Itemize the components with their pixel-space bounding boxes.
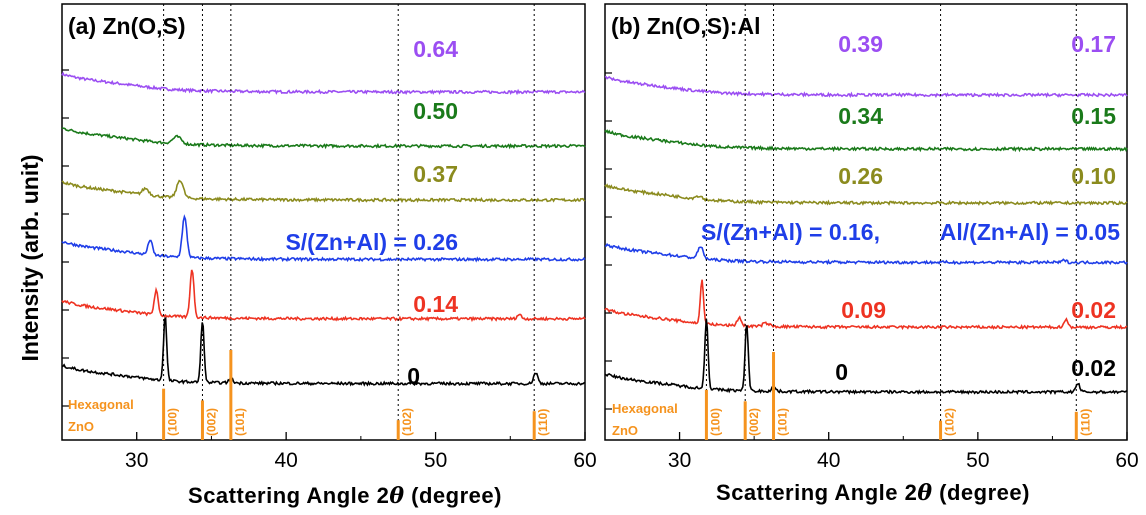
- panel-a-series-label-0.14: 0.14: [413, 291, 458, 317]
- xrd-trace-0.09: [604, 279, 1128, 331]
- panel-b-s-label-0.26: 0.26: [838, 163, 883, 189]
- panel-b-s-label-0.09: 0.09: [841, 297, 886, 323]
- panel-b-al-label-0.05: Al/(Zn+Al) = 0.05: [940, 219, 1120, 245]
- x-tick-label: 50: [424, 449, 447, 472]
- panel-a-traces: [61, 71, 586, 387]
- reference-peak-label: (101): [233, 408, 247, 436]
- x-tick-label: 60: [573, 449, 596, 472]
- panel-b-frame: [604, 3, 1128, 441]
- xrd-trace-0.64: [61, 71, 586, 96]
- reference-peak-label: (101): [776, 408, 790, 436]
- x-tick-label: 40: [274, 449, 297, 472]
- xrd-trace-0.14: [61, 269, 586, 323]
- panel-b-s-label-0: 0: [835, 359, 848, 385]
- reference-peak-label: (002): [747, 408, 761, 436]
- reference-peak-label: (110): [536, 409, 550, 436]
- panel-a-series-label-0: 0: [407, 363, 420, 389]
- xrd-trace-0: [604, 318, 1128, 395]
- panel-b-x-axis-label: Scattering Angle 2θ (degree): [716, 480, 1030, 506]
- panel-b-title: (b) Zn(O,S):Al: [611, 13, 760, 39]
- reference-peak-label: (110): [1078, 409, 1092, 436]
- panel-a-series-label-0.26: S/(Zn+Al) = 0.26: [285, 229, 458, 255]
- panel-b-ticks: 30 40 50 60: [604, 4, 1139, 472]
- xrd-trace-0.39: [604, 75, 1128, 99]
- panel-a-x-axis-label: Scattering Angle 2θ (degree): [188, 483, 502, 509]
- panel-b-reference-peaks: (100) (002) (101) (102) (110): [704, 352, 1092, 440]
- panel-b: (b) Zn(O,S):Al 30 40 50 60 (100) (002) (101)(…: [604, 3, 1139, 506]
- panel-a-series-label-0.37: 0.37: [413, 161, 458, 187]
- xrd-trace-0.34: [604, 129, 1128, 153]
- xrd-trace-0: [61, 317, 586, 387]
- panel-a-series-label-0.50: 0.50: [413, 98, 458, 124]
- reference-peak-label: (102): [400, 408, 414, 436]
- xrd-trace-S/(Zn+Al) = 0.16,: [604, 242, 1128, 266]
- panel-a-title: (a) Zn(O,S): [68, 13, 186, 39]
- panel-b-al-label-0.10: 0.10: [1071, 163, 1116, 189]
- panel-b-reference-label-line1: Hexagonal: [612, 401, 678, 416]
- reference-peak-label: (100): [708, 408, 722, 436]
- x-tick-label: 30: [668, 449, 691, 472]
- panel-a-reference-label-line1: Hexagonal: [68, 397, 134, 412]
- panel-a-series-label-0.64: 0.64: [413, 36, 458, 62]
- panel-a: (a) Zn(O,S) 30 40 50 60 (100) (002) (101) (102…: [61, 3, 597, 509]
- panel-a-reference-peaks: (100) (002) (101) (102) (110): [162, 350, 550, 440]
- reference-peak-label: (102): [943, 408, 957, 436]
- reference-peak-label: (100): [166, 408, 180, 436]
- panel-b-s-label-0.34: 0.34: [838, 103, 883, 129]
- xrd-trace-0.26: [604, 183, 1128, 206]
- panel-a-ticks: 30 40 50 60: [61, 4, 597, 472]
- x-tick-label: 50: [966, 449, 989, 472]
- panel-b-s-label-0.16: S/(Zn+Al) = 0.16,: [701, 219, 880, 245]
- xrd-trace-0.37: [61, 179, 586, 204]
- xrd-trace-0.50: [61, 127, 586, 150]
- panel-b-s-label-0.39: 0.39: [838, 31, 883, 57]
- y-axis-label: Intensity (arb. unit): [17, 155, 43, 362]
- panel-b-traces: [604, 75, 1128, 395]
- panel-a-reference-label-line2: ZnO: [68, 419, 94, 434]
- panel-b-al-label-0.02-red: 0.02: [1071, 297, 1116, 323]
- panel-b-al-label-0.02-black: 0.02: [1071, 355, 1116, 381]
- xrd-trace-S/(Zn+Al) = 0.26: [61, 214, 586, 263]
- x-tick-label: 30: [125, 449, 148, 472]
- reference-peak-label: (002): [204, 408, 218, 436]
- x-tick-label: 40: [817, 449, 840, 472]
- x-tick-label: 60: [1115, 449, 1138, 472]
- panel-b-al-label-0.17: 0.17: [1071, 31, 1116, 57]
- panel-b-reference-label-line2: ZnO: [612, 423, 638, 438]
- panel-b-al-label-0.15: 0.15: [1071, 103, 1116, 129]
- panel-a-frame: [61, 3, 586, 441]
